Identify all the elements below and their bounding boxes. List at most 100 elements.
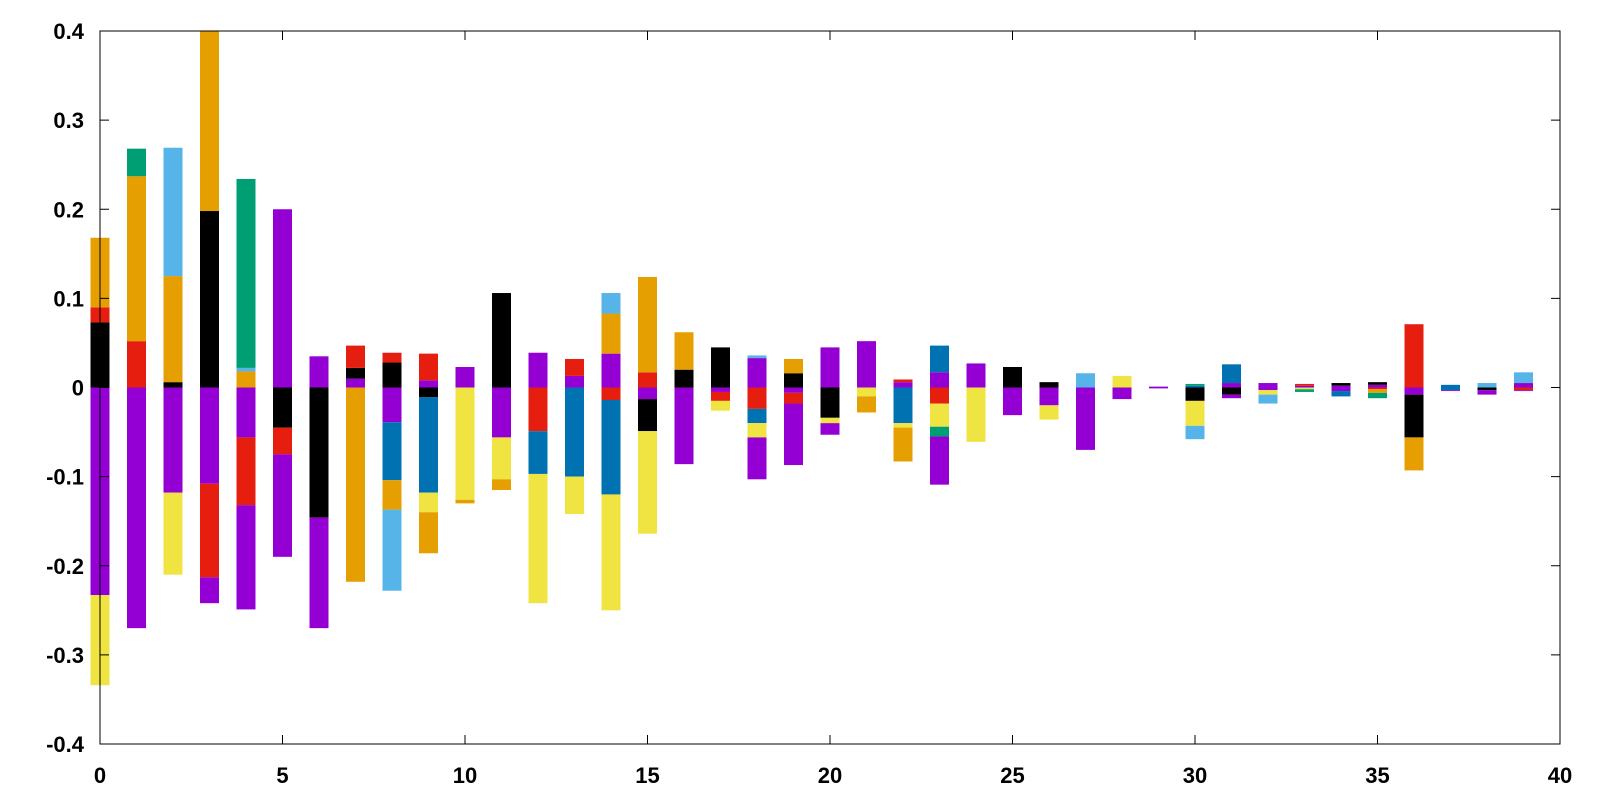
bar-segment-23-2: [930, 387, 949, 404]
bar-segment-6-1: [309, 387, 329, 518]
bar-segment-9-3: [419, 397, 438, 493]
y-tick-label-2: -0.2: [46, 554, 84, 579]
bar-segment-35-0: [1368, 384, 1387, 388]
bar-stack-26: [1039, 382, 1059, 420]
tick-labels-layer: 0 5 10 15 20 25 30 35 40 -0.4 -0.3 -0.2 -0.1 0 0.1 0.2 0…: [46, 19, 1572, 788]
bar-segment-7-3: [346, 387, 365, 582]
bar-segment-11-3: [492, 479, 511, 490]
bar-segment-5-0: [273, 209, 292, 388]
bar-segment-19-4: [784, 403, 803, 466]
bar-segment-10-1: [455, 387, 475, 500]
bar-segment-32-0: [1258, 383, 1278, 388]
bar-segment-32-1: [1258, 387, 1278, 391]
bar-segment-20-1: [820, 387, 840, 418]
bar-segment-37-1: [1441, 387, 1460, 391]
bar-segment-23-1: [930, 345, 949, 373]
bar-segment-15-4: [638, 431, 657, 534]
bar-segment-6-0: [309, 356, 329, 388]
bar-segment-39-2: [1514, 387, 1533, 391]
bar-segment-21-2: [857, 396, 876, 413]
x-tick-label-20: 20: [818, 763, 842, 788]
bar-segment-1-3: [127, 387, 146, 629]
y-tick-label-0: -0.4: [46, 732, 85, 757]
bar-segment-17-0: [711, 347, 730, 388]
bar-segment-9-1: [419, 353, 438, 381]
bar-segment-14-2: [601, 293, 621, 314]
bar-segment-26-2: [1039, 405, 1059, 420]
bar-segment-2-0: [163, 382, 183, 388]
bar-segment-36-3: [1404, 437, 1424, 471]
bar-segment-4-4: [236, 437, 256, 506]
bar-segment-4-0: [236, 371, 256, 388]
bar-segment-8-1: [382, 352, 402, 363]
bar-segment-3-0: [200, 211, 219, 388]
y-tick-label-8: 0.4: [53, 19, 84, 44]
bar-stack-31: [1222, 364, 1241, 399]
bar-stack-17: [711, 347, 730, 411]
bar-segment-13-0: [565, 375, 584, 388]
bar-segment-15-3: [638, 399, 657, 432]
bar-segment-7-2: [346, 345, 365, 368]
bar-segment-36-2: [1404, 394, 1424, 438]
bar-segment-3-4: [200, 577, 219, 604]
bar-segment-16-2: [674, 387, 694, 465]
bar-segment-36-1: [1404, 387, 1424, 395]
bar-segment-8-2: [382, 387, 402, 423]
bar-segment-25-0: [1003, 367, 1022, 388]
bar-stack-21: [857, 341, 876, 413]
bar-segment-39-0: [1514, 383, 1533, 388]
bar-segment-9-5: [419, 512, 438, 554]
bar-segment-31-0: [1222, 383, 1241, 388]
x-tick-label-0: 0: [94, 763, 106, 788]
bar-segment-22-0: [893, 382, 913, 388]
bar-segment-25-1: [1003, 387, 1022, 416]
bar-segment-20-0: [820, 347, 840, 388]
bar-segment-12-0: [528, 352, 548, 388]
bar-segment-21-0: [857, 341, 876, 388]
bar-segment-14-1: [601, 313, 621, 354]
bars-layer: [90, 31, 1533, 686]
bar-segment-33-0: [1295, 385, 1314, 388]
bar-segment-16-0: [674, 369, 694, 388]
x-tick-label-5: 5: [276, 763, 288, 788]
y-tick-label-3: -0.1: [46, 465, 84, 490]
bar-segment-26-0: [1039, 382, 1059, 388]
bar-segment-11-1: [492, 387, 511, 438]
bar-segment-19-2: [784, 387, 803, 393]
bar-segment-18-0: [747, 358, 767, 388]
bar-segment-29-1: [1149, 387, 1168, 389]
bar-stack-37: [1441, 384, 1460, 392]
bar-segment-18-1: [747, 355, 767, 359]
bar-segment-20-3: [820, 423, 840, 435]
bar-segment-38-0: [1477, 383, 1497, 388]
bar-stack-11: [492, 293, 511, 490]
bar-segment-19-3: [784, 392, 803, 404]
plot-frame: [99, 30, 1561, 745]
bar-stack-3: [200, 31, 219, 604]
bar-segment-11-2: [492, 437, 511, 480]
bar-segment-35-3: [1368, 389, 1387, 393]
bar-segment-15-2: [638, 387, 657, 400]
bar-stack-13: [565, 358, 584, 515]
bar-segment-7-0: [346, 378, 365, 388]
bar-segment-2-4: [163, 492, 183, 575]
bar-segment-1-2: [127, 148, 146, 177]
bar-segment-35-1: [1368, 382, 1387, 385]
bar-stack-10: [455, 367, 475, 504]
bar-stack-35: [1368, 382, 1387, 399]
bar-segment-10-2: [455, 499, 475, 504]
bar-stack-24: [966, 363, 986, 442]
bar-stack-4: [236, 178, 256, 610]
bar-segment-34-0: [1331, 385, 1351, 388]
bar-segment-34-2: [1331, 387, 1351, 392]
bar-segment-2-3: [163, 387, 183, 493]
bar-stack-5: [273, 209, 292, 557]
bar-segment-9-2: [419, 387, 438, 398]
y-tick-label-6: 0.2: [53, 197, 84, 222]
bar-stack-14: [601, 293, 621, 611]
bar-segment-29-0: [1149, 386, 1168, 388]
bar-segment-17-3: [711, 400, 730, 411]
bar-segment-5-2: [273, 427, 292, 455]
bar-stack-6: [309, 356, 329, 629]
bar-segment-23-4: [930, 426, 949, 437]
